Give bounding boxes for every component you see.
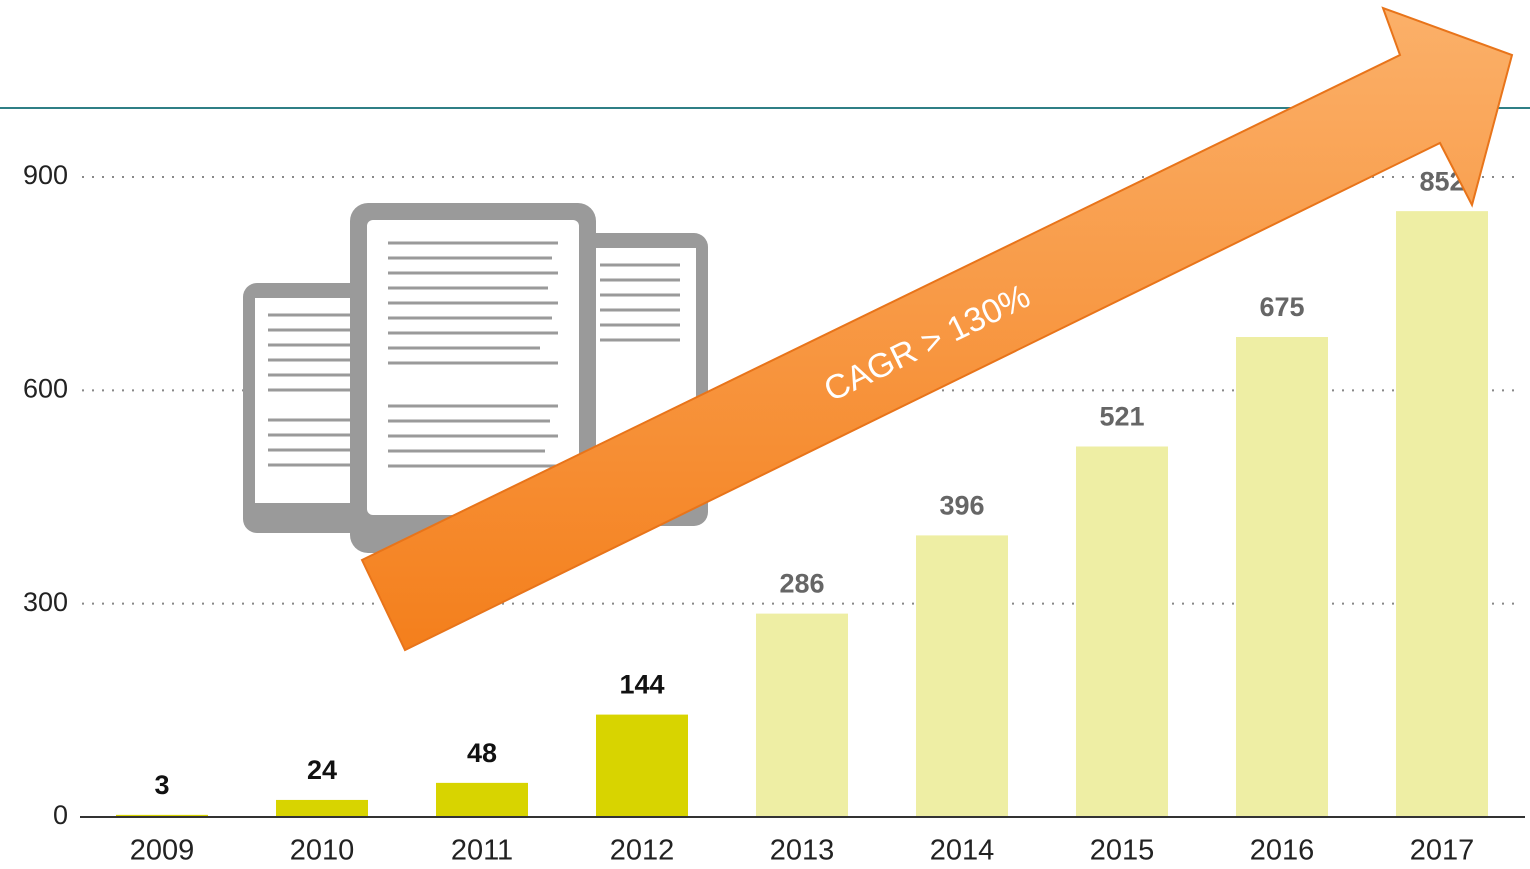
bar <box>276 799 368 817</box>
value-label: 396 <box>939 491 984 521</box>
x-tick-label: 2011 <box>451 835 513 867</box>
value-label: 286 <box>779 569 824 599</box>
y-tick-label: 900 <box>23 160 68 190</box>
value-label: 144 <box>619 670 664 700</box>
x-tick-label: 2010 <box>290 835 355 867</box>
bar <box>1076 446 1168 817</box>
x-tick-label: 2009 <box>130 835 195 867</box>
y-tick-label: 300 <box>23 587 68 617</box>
x-tick-label: 2013 <box>770 835 835 867</box>
bar <box>1396 211 1488 818</box>
y-tick-label: 600 <box>23 373 68 403</box>
grid: 0 300 600 900 <box>23 160 1520 830</box>
x-tick-label: 2015 <box>1090 835 1155 867</box>
value-label: 48 <box>467 738 497 768</box>
x-tick-label: 2017 <box>1410 835 1475 867</box>
bar <box>116 814 208 817</box>
bars: 2009 3 2010 24 2011 48 2012 144 2013 286 2014 396 20… <box>116 166 1488 867</box>
value-label: 24 <box>307 755 337 785</box>
value-label: 521 <box>1099 402 1144 432</box>
x-tick-label: 2014 <box>930 835 995 867</box>
bar <box>916 535 1008 817</box>
x-tick-label: 2012 <box>610 835 675 867</box>
y-tick-label: 0 <box>53 800 68 830</box>
bar <box>596 714 688 817</box>
bar <box>436 782 528 817</box>
bar <box>1236 337 1328 817</box>
x-tick-label: 2016 <box>1250 835 1315 867</box>
value-label: 3 <box>154 770 169 800</box>
bar <box>756 613 848 817</box>
value-label: 675 <box>1259 292 1304 322</box>
